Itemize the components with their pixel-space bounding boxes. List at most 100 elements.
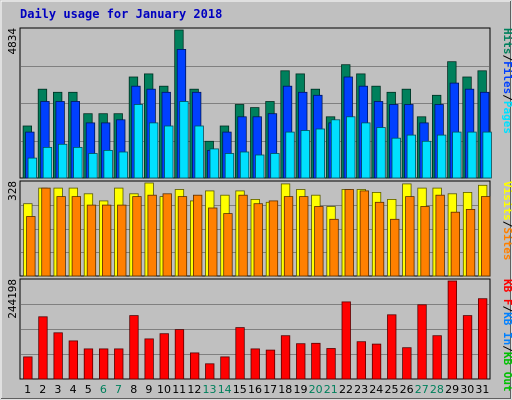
legend-panel3-part-4: KB Out: [501, 352, 512, 392]
bar-kb-f-day-6: [99, 348, 109, 380]
bar-pages-day-22: [346, 116, 356, 179]
bar-kb-f-day-2: [38, 316, 48, 380]
x-label-day-19: 19: [294, 383, 308, 396]
bar-pages-day-4: [73, 146, 83, 179]
x-label-day-8: 8: [130, 383, 137, 396]
x-label-day-13: 13: [203, 383, 217, 396]
x-label-day-14: 14: [218, 383, 232, 396]
x-label-day-10: 10: [157, 383, 171, 396]
x-label-day-27: 27: [415, 383, 429, 396]
bar-pages-day-16: [255, 154, 265, 179]
chart-title: Daily usage for January 2018: [20, 7, 222, 21]
bar-pages-day-17: [270, 153, 280, 179]
bar-sites-day-16: [253, 203, 263, 277]
bar-sites-day-23: [359, 190, 370, 277]
bar-sites-day-11: [177, 196, 188, 277]
bar-series: [22, 29, 492, 380]
bar-pages-day-6: [103, 149, 113, 179]
bar-sites-day-19: [299, 196, 309, 277]
bar-sites-day-24: [374, 201, 385, 277]
bar-kb-f-day-9: [144, 338, 154, 380]
bar-kb-f-day-21: [326, 348, 336, 380]
bar-kb-f-day-18: [280, 335, 291, 380]
bar-sites-day-6: [102, 204, 112, 277]
max-label-hits: 4834: [6, 28, 19, 55]
bar-pages-day-1: [27, 157, 38, 179]
bar-pages-day-27: [421, 140, 432, 179]
max-label-visits: 328: [6, 181, 19, 201]
legend-panel-1: Hits/Files/Pages: [501, 28, 512, 134]
x-label-day-25: 25: [385, 383, 399, 396]
x-label-day-17: 17: [263, 383, 277, 396]
x-label-day-7: 7: [115, 383, 122, 396]
bar-sites-day-15: [238, 194, 248, 277]
legend-panel1-part-1: /: [501, 55, 512, 62]
bar-kb-f-day-4: [68, 340, 78, 380]
bar-pages-day-10: [164, 125, 174, 179]
x-label-day-2: 2: [39, 383, 46, 396]
x-label-day-18: 18: [278, 383, 292, 396]
legend-panel2-part-1: /: [501, 221, 512, 228]
bar-kb-f-day-16: [250, 348, 260, 380]
bar-kb-f-day-19: [296, 343, 306, 380]
bar-sites-day-30: [465, 208, 476, 277]
x-label-day-5: 5: [85, 383, 92, 396]
bar-kb-f-day-23: [356, 341, 367, 380]
legend-panel-3: KB F/KB In/KB Out: [501, 279, 512, 392]
bar-pages-day-28: [436, 134, 447, 179]
x-label-day-3: 3: [54, 383, 61, 396]
bar-kb-f-day-15: [235, 327, 245, 380]
x-label-day-21: 21: [324, 383, 338, 396]
bar-sites-day-22: [344, 189, 354, 277]
legend-panel3-part-3: /: [501, 345, 512, 352]
x-label-day-9: 9: [145, 383, 152, 396]
bar-pages-day-23: [361, 122, 371, 179]
bar-sites-day-9: [147, 194, 157, 277]
bar-kb-f-day-17: [265, 349, 276, 380]
bar-sites-day-27: [420, 206, 430, 277]
x-label-day-15: 15: [233, 383, 247, 396]
bar-pages-day-30: [467, 131, 477, 179]
x-label-day-22: 22: [339, 383, 353, 396]
bar-sites-day-4: [71, 196, 81, 277]
bar-kb-f-day-28: [432, 335, 442, 380]
bar-pages-day-3: [58, 143, 68, 179]
x-label-day-28: 28: [430, 383, 444, 396]
bar-sites-day-14: [223, 213, 233, 277]
x-label-day-24: 24: [369, 383, 383, 396]
bar-kb-f-day-29: [447, 280, 458, 380]
legend-panel1-part-3: /: [501, 94, 512, 101]
bar-sites-day-29: [450, 211, 461, 277]
bar-kb-f-day-12: [189, 352, 200, 380]
x-label-day-20: 20: [309, 383, 323, 396]
bar-kb-f-day-22: [341, 301, 351, 380]
legend-panel1-part-0: Hits: [501, 28, 512, 55]
bar-sites-day-1: [26, 216, 36, 277]
bar-kb-f-day-31: [477, 298, 488, 380]
bar-pages-day-9: [148, 122, 159, 179]
bar-sites-day-5: [86, 204, 97, 277]
bar-sites-day-28: [435, 194, 445, 277]
bar-sites-day-7: [117, 204, 127, 277]
bar-sites-day-3: [56, 196, 66, 277]
bar-kb-f-day-27: [417, 304, 427, 380]
bar-pages-day-13: [209, 148, 219, 179]
bar-pages-day-2: [42, 146, 53, 179]
bar-kb-f-day-13: [205, 363, 215, 380]
bar-pages-day-18: [285, 131, 295, 179]
legend-panel-2: Visits/Sites: [501, 181, 512, 261]
bar-kb-f-day-1: [23, 356, 33, 380]
bar-pages-day-26: [406, 134, 417, 179]
bar-pages-day-5: [88, 153, 98, 179]
x-label-day-16: 16: [248, 383, 262, 396]
bar-pages-day-20: [315, 128, 326, 179]
x-label-day-26: 26: [400, 383, 414, 396]
bar-pages-day-25: [391, 137, 401, 179]
legend-panel1-part-2: Files: [501, 61, 512, 94]
bar-sites-day-26: [405, 196, 415, 277]
bar-pages-day-11: [179, 101, 189, 179]
bar-kb-f-day-11: [174, 329, 185, 380]
bar-sites-day-17: [268, 200, 279, 277]
max-label-kb: 244198: [6, 279, 19, 319]
bar-kb-f-day-3: [53, 332, 63, 380]
